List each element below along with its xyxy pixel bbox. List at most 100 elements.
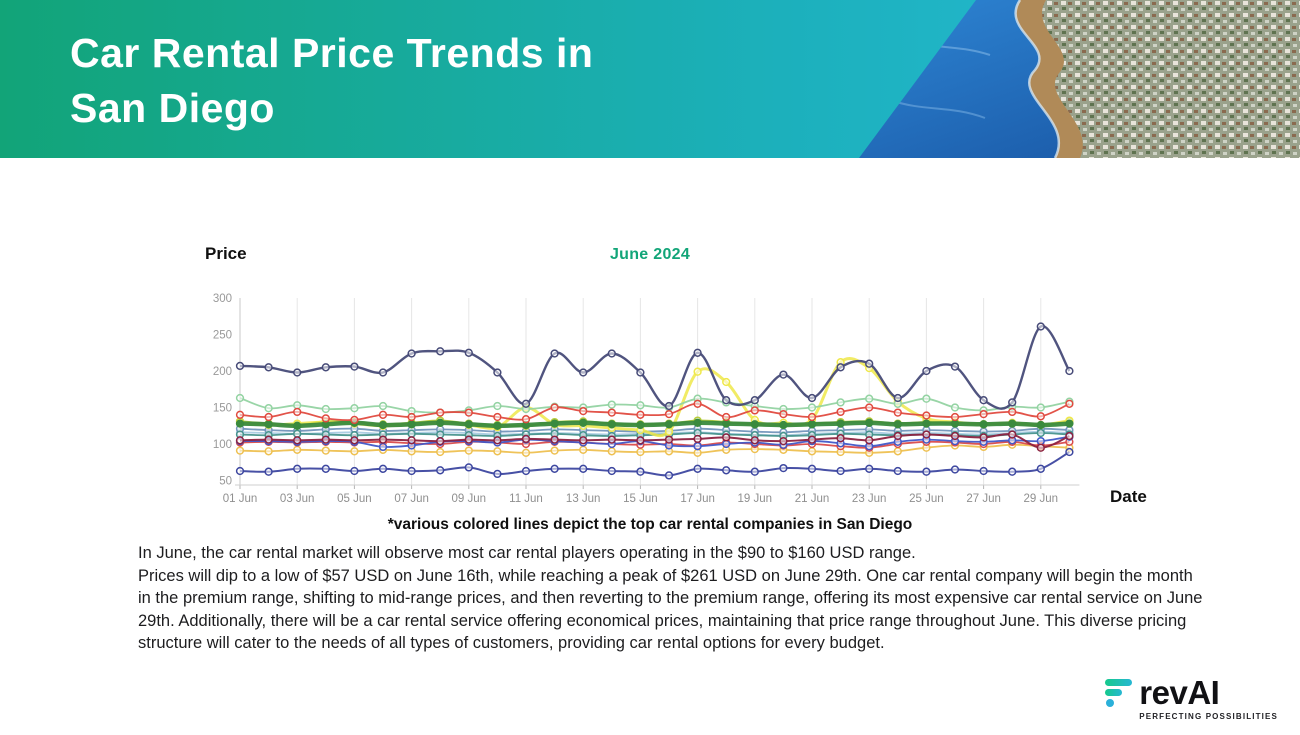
san-diego-coast-photo [859,0,1300,158]
series-marker-dark-blue [607,466,616,476]
logo-bar-icon [1105,679,1133,686]
series-marker-gold [893,447,902,456]
page-title: Car Rental Price Trends in San Diego [70,26,593,135]
series-marker-dark-blue [664,471,674,480]
series-marker-mint-green [350,404,359,413]
series-marker-royal-blue [722,439,731,449]
series-marker-dark-blue [436,466,445,475]
series-marker-maroon [836,434,845,443]
series-marker-mint-green [636,401,645,410]
series-marker-dark-green [264,420,273,429]
series-marker-dark-green [893,420,902,429]
series-marker-maroon [321,435,330,444]
x-tick-label: 01 Jun [223,493,258,505]
series-marker-red [579,406,588,416]
series-marker-navy [865,359,874,368]
series-marker-dark-blue [865,464,874,473]
series-marker-mint-green [1036,403,1045,412]
series-marker-gold [293,445,302,454]
x-tick-label: 25 Jun [909,493,944,505]
series-marker-navy [579,368,588,377]
series-marker-dark-green [779,420,788,430]
series-marker-maroon [664,435,674,444]
series-marker-dark-green [922,419,931,428]
series-marker-red [1065,399,1074,408]
x-tick-label: 29 Jun [1024,493,1059,505]
series-marker-mint-green [378,401,388,411]
series-marker-navy [1065,366,1074,376]
series-marker-red [664,409,674,419]
series-marker-dark-green [407,420,416,429]
series-marker-red [922,411,931,420]
series-marker-maroon [493,436,502,445]
series-marker-navy [378,368,388,377]
logo-text: revAI PERFECTING POSSIBILITIES [1139,676,1278,721]
series-marker-gold [235,446,245,455]
series-marker-red [950,412,960,422]
series-marker-gold [464,446,473,455]
chart-period-label: June 2024 [609,246,691,263]
series-line-dark-blue [239,451,1070,477]
series-line-mint-green [239,397,1070,414]
series-marker-red [750,406,759,415]
series-marker-navy [264,363,273,372]
series-marker-maroon [893,431,902,441]
series-marker-red [321,414,330,423]
series-marker-dark-blue [521,466,531,476]
analysis-body: Prices will dip to a low of $57 USD on J… [138,566,1203,653]
series-marker-navy [464,348,473,357]
series-marker-dark-blue [579,464,588,473]
series-marker-mint-green [922,394,931,403]
x-tick-label: 07 Jun [394,493,429,505]
series-marker-dark-green [235,419,245,428]
series-marker-maroon [779,436,788,446]
series-marker-dark-blue [836,466,845,476]
series-marker-red [378,410,388,419]
series-marker-gold [693,448,702,457]
series-marker-gold [607,447,616,456]
series-marker-dark-blue [979,466,988,476]
series-marker-red [1036,412,1045,421]
series-marker-dark-blue [722,466,731,475]
series-marker-red [1008,407,1017,417]
series-marker-maroon [264,435,273,444]
series-marker-dark-blue [807,464,817,473]
series-marker-dark-green [1008,419,1017,428]
series-marker-dark-green [493,421,502,430]
y-axis-title: Price [205,244,247,263]
series-marker-red [550,403,559,412]
series-marker-red [779,409,788,419]
series-marker-maroon [922,430,931,439]
series-marker-red [235,410,245,419]
reval-logo-icon [1105,679,1133,707]
series-marker-dark-green [807,420,817,429]
series-marker-navy [1036,322,1045,331]
series-marker-dark-blue [950,465,960,474]
series-marker-red [865,403,874,412]
series-marker-gold [550,446,559,455]
series-marker-dark-blue [750,467,759,476]
series-marker-navy [636,368,645,377]
series-marker-navy [321,363,330,372]
series-marker-red [407,412,416,422]
series-marker-maroon [550,435,559,444]
series-marker-royal-blue [693,442,702,451]
series-marker-mint-green [807,403,817,412]
y-tick-label: 150 [213,403,232,415]
series-marker-maroon [235,436,245,445]
series-marker-maroon [579,436,588,445]
series-marker-maroon [979,433,988,442]
series-marker-maroon [865,436,874,445]
page-title-line2: San Diego [70,84,275,131]
series-marker-dark-blue [893,466,902,476]
series-marker-gold [521,448,531,457]
series-marker-dark-green [664,420,674,429]
series-marker-navy [493,368,502,377]
analysis-text: In June, the car rental market will obse… [138,542,1206,655]
series-marker-dark-blue [493,469,502,479]
series-marker-navy [950,362,960,371]
series-marker-gold [493,447,502,456]
series-marker-red [293,407,302,417]
x-tick-label: 09 Jun [452,493,487,505]
series-marker-mint-green [321,404,330,414]
